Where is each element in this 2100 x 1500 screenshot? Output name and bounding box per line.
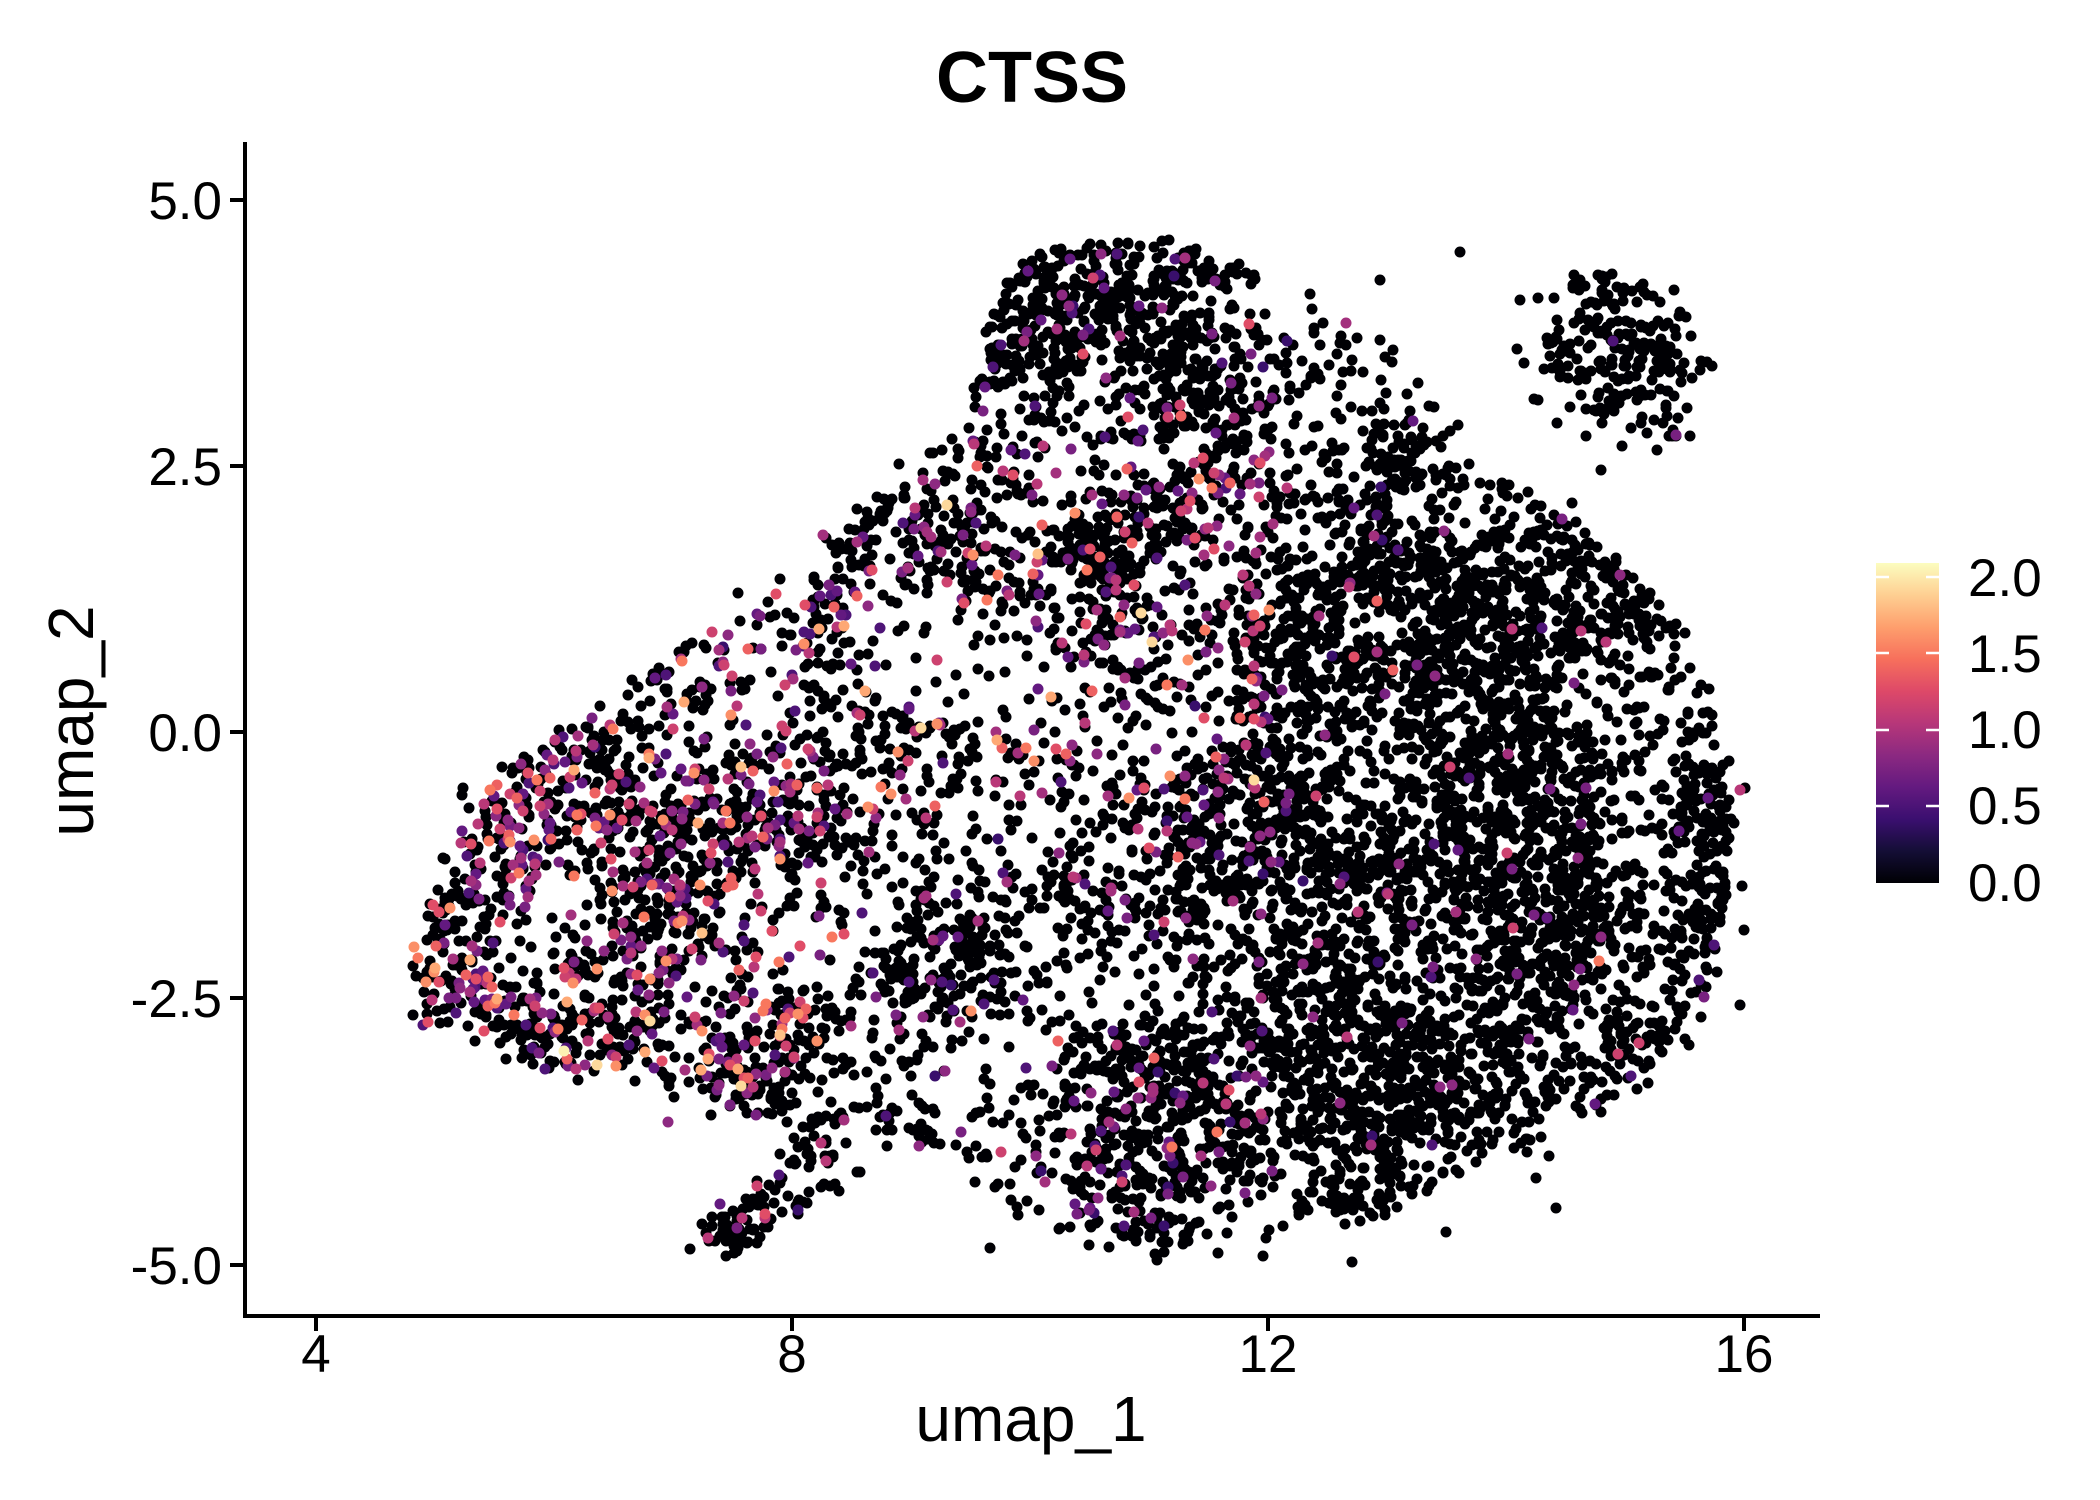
svg-text:8: 8	[777, 1325, 806, 1384]
svg-text:1.0: 1.0	[1968, 701, 2042, 760]
svg-text:umap_2: umap_2	[35, 605, 107, 836]
svg-text:12: 12	[1239, 1325, 1298, 1384]
svg-text:1.5: 1.5	[1968, 625, 2042, 684]
svg-text:2.0: 2.0	[1968, 549, 2042, 608]
svg-text:0.5: 0.5	[1968, 777, 2042, 836]
svg-text:-5.0: -5.0	[131, 1237, 222, 1296]
svg-text:0.0: 0.0	[1968, 854, 2042, 913]
svg-text:2.5: 2.5	[148, 438, 222, 497]
svg-text:-2.5: -2.5	[131, 970, 222, 1029]
svg-text:4: 4	[301, 1325, 330, 1384]
svg-text:0.0: 0.0	[148, 704, 222, 763]
svg-text:CTSS: CTSS	[936, 38, 1128, 118]
svg-text:16: 16	[1715, 1325, 1774, 1384]
svg-text:5.0: 5.0	[148, 172, 222, 231]
svg-text:umap_1: umap_1	[915, 1383, 1146, 1455]
